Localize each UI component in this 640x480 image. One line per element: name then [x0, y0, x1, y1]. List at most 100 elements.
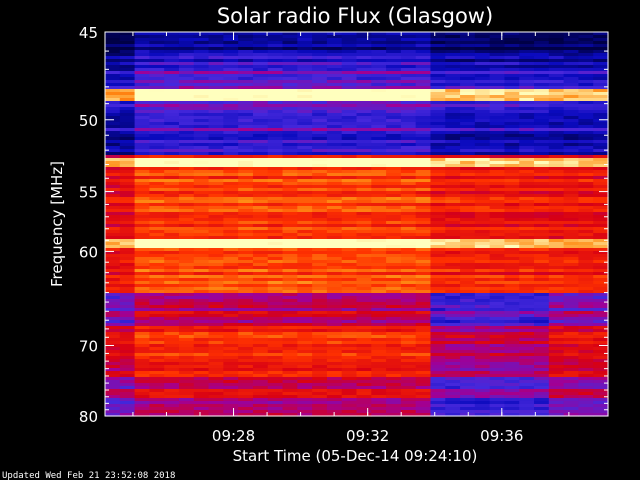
heatmap-cell [223, 398, 239, 402]
heatmap-cell [563, 41, 580, 45]
heatmap-cell [445, 59, 461, 63]
heatmap-cell [134, 239, 150, 243]
heatmap-cell [326, 113, 343, 117]
heatmap-cell [193, 194, 210, 198]
heatmap-cell [386, 326, 402, 330]
heatmap-cell [312, 377, 328, 381]
heatmap-cell [445, 215, 461, 219]
heatmap-cell [445, 104, 461, 108]
heatmap-cell [400, 242, 417, 246]
heatmap-cell [119, 317, 136, 321]
heatmap-cell [578, 194, 594, 198]
heatmap-cell [193, 62, 210, 66]
heatmap-cell [534, 392, 550, 396]
heatmap-cell [386, 305, 402, 309]
heatmap-cell [593, 92, 609, 96]
heatmap-cell [208, 230, 224, 234]
heatmap-cell [504, 407, 520, 411]
heatmap-cell [519, 44, 535, 48]
heatmap-cell [178, 53, 195, 57]
heatmap-cell [223, 173, 239, 177]
heatmap-cell [386, 107, 402, 111]
heatmap-cell [208, 311, 224, 315]
heatmap-cell [474, 242, 491, 246]
heatmap-cell [208, 155, 224, 159]
heatmap-cell [548, 212, 565, 216]
heatmap-cell [312, 113, 328, 117]
heatmap-cell [297, 176, 313, 180]
heatmap-cell [178, 164, 195, 168]
heatmap-cell [548, 293, 565, 297]
heatmap-cell [312, 326, 328, 330]
heatmap-cell [178, 206, 195, 210]
heatmap-cell [489, 341, 506, 345]
heatmap-cell [371, 140, 387, 144]
heatmap-cell [563, 50, 580, 54]
heatmap-cell [119, 398, 136, 402]
heatmap-cell [223, 389, 239, 393]
heatmap-cell [415, 323, 432, 327]
heatmap-cell [415, 320, 432, 324]
heatmap-cell [489, 236, 506, 240]
heatmap-cell [282, 155, 298, 159]
heatmap-cell [208, 59, 224, 63]
heatmap-cell [312, 401, 328, 405]
heatmap-cell [134, 197, 150, 201]
heatmap-cell [297, 386, 313, 390]
heatmap-cell [252, 413, 269, 417]
heatmap-cell [504, 317, 520, 321]
heatmap-cell [430, 119, 446, 123]
heatmap-cell [193, 347, 210, 351]
heatmap-cell [578, 311, 594, 315]
heatmap-cell [460, 245, 476, 249]
heatmap-cell [208, 125, 224, 129]
heatmap-cell [415, 104, 432, 108]
heatmap-cell [534, 182, 550, 186]
heatmap-cell [356, 122, 372, 126]
heatmap-cell [489, 74, 506, 78]
heatmap-cell [415, 188, 432, 192]
heatmap-cell [474, 44, 491, 48]
heatmap-cell [578, 113, 594, 117]
heatmap-cell [356, 53, 372, 57]
heatmap-cell [519, 266, 535, 270]
heatmap-cell [105, 206, 121, 210]
heatmap-cell [430, 185, 446, 189]
heatmap-cell [193, 209, 210, 213]
heatmap-cell [563, 350, 580, 354]
heatmap-cell [504, 263, 520, 267]
heatmap-cell [149, 404, 165, 408]
heatmap-cell [297, 269, 313, 273]
heatmap-cell [105, 275, 121, 279]
heatmap-cell [548, 284, 565, 288]
heatmap-cell [267, 365, 284, 369]
heatmap-cell [474, 344, 491, 348]
heatmap-cell [105, 356, 121, 360]
heatmap-cell [267, 260, 284, 264]
heatmap-cell [341, 122, 358, 126]
heatmap-cell [297, 116, 313, 120]
heatmap-cell [238, 338, 254, 342]
heatmap-cell [371, 368, 387, 372]
heatmap-cell [252, 314, 269, 318]
heatmap-cell [267, 197, 284, 201]
heatmap-cell [430, 191, 446, 195]
heatmap-cell [593, 332, 609, 336]
heatmap-cell [223, 284, 239, 288]
heatmap-cell [460, 332, 476, 336]
heatmap-cell [238, 299, 254, 303]
heatmap-cell [193, 35, 210, 39]
heatmap-cell [356, 200, 372, 204]
heatmap-cell [134, 278, 150, 282]
heatmap-cell [119, 290, 136, 294]
heatmap-cell [164, 251, 180, 255]
heatmap-cell [504, 179, 520, 183]
heatmap-cell [445, 200, 461, 204]
heatmap-cell [282, 218, 298, 222]
heatmap-cell [593, 272, 609, 276]
heatmap-cell [149, 314, 165, 318]
heatmap-cell [267, 128, 284, 132]
heatmap-cell [460, 128, 476, 132]
heatmap-cell [504, 335, 520, 339]
heatmap-cell [563, 404, 580, 408]
